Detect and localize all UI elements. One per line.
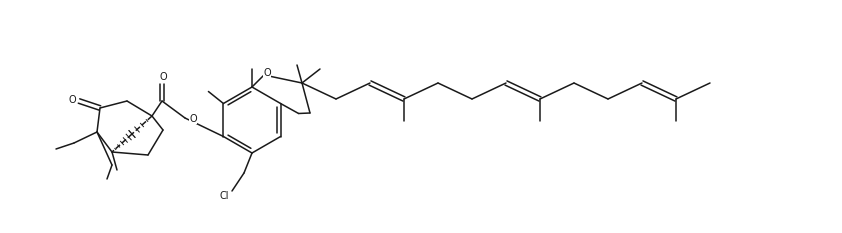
Text: O: O (68, 95, 76, 105)
Text: Cl: Cl (219, 191, 229, 201)
Text: O: O (189, 114, 197, 124)
Text: O: O (159, 72, 167, 82)
Text: O: O (264, 68, 271, 78)
